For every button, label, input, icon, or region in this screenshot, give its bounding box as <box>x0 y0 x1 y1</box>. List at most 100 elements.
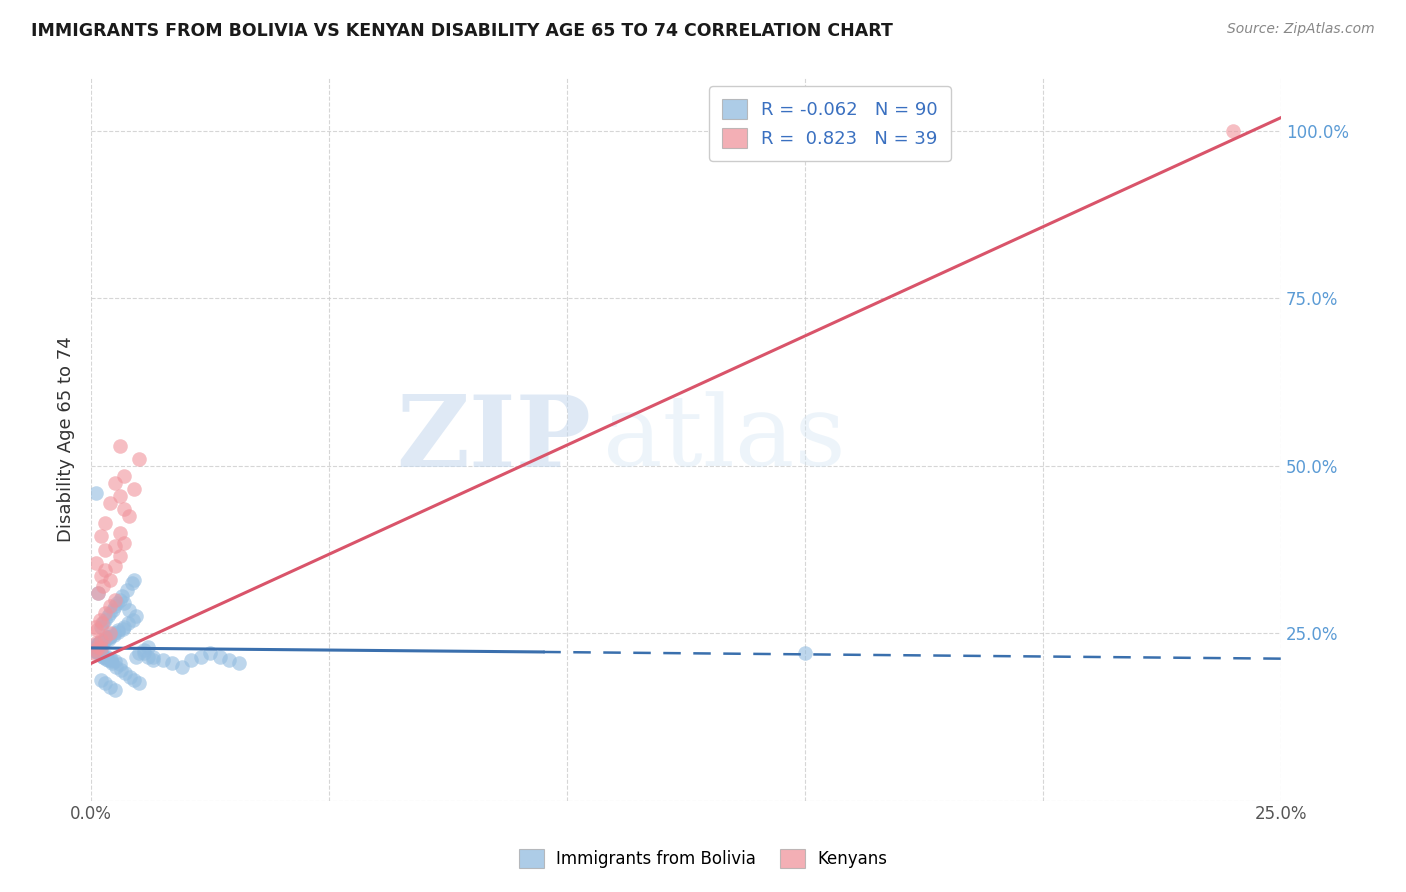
Point <box>94 542 117 557</box>
Point <box>98 680 121 694</box>
Point <box>103 627 125 641</box>
Point <box>84 619 107 633</box>
Point <box>86 643 108 657</box>
Point <box>93 634 115 648</box>
Point <box>122 673 145 687</box>
Point <box>91 616 114 631</box>
Point <box>160 657 183 671</box>
Point <box>108 489 131 503</box>
Point <box>89 635 111 649</box>
Point <box>111 590 134 604</box>
Point <box>104 659 127 673</box>
Point <box>97 630 120 644</box>
Point <box>82 640 104 655</box>
Point <box>110 663 132 677</box>
Point <box>97 630 120 644</box>
Point <box>125 609 148 624</box>
Point <box>90 616 112 631</box>
Point <box>180 653 202 667</box>
Point <box>108 657 131 671</box>
Point <box>87 646 110 660</box>
Point <box>94 606 117 620</box>
Point <box>104 539 127 553</box>
Point <box>132 643 155 657</box>
Point <box>101 603 124 617</box>
Point <box>82 643 104 657</box>
Point <box>94 632 117 647</box>
Point <box>117 616 139 631</box>
Point <box>90 673 112 687</box>
Point <box>86 645 108 659</box>
Point <box>107 624 129 639</box>
Point <box>84 636 107 650</box>
Point <box>86 623 108 637</box>
Point <box>114 536 136 550</box>
Point <box>794 646 817 660</box>
Point <box>107 623 129 637</box>
Point <box>125 649 148 664</box>
Point <box>91 579 114 593</box>
Point <box>98 626 121 640</box>
Point <box>90 619 112 633</box>
Point <box>98 606 121 620</box>
Legend: Immigrants from Bolivia, Kenyans: Immigrants from Bolivia, Kenyans <box>512 843 894 875</box>
Point <box>84 485 107 500</box>
Point <box>90 646 112 660</box>
Point <box>122 482 145 496</box>
Point <box>1222 124 1244 138</box>
Point <box>96 651 118 665</box>
Point <box>112 619 135 633</box>
Point <box>118 509 141 524</box>
Point <box>87 637 110 651</box>
Point <box>94 648 117 663</box>
Point <box>208 649 231 664</box>
Point <box>90 648 112 662</box>
Text: Source: ZipAtlas.com: Source: ZipAtlas.com <box>1227 22 1375 37</box>
Point <box>91 650 114 665</box>
Point <box>83 638 105 652</box>
Point <box>87 586 110 600</box>
Point <box>218 653 240 667</box>
Point <box>114 502 136 516</box>
Point <box>104 683 127 698</box>
Point <box>94 516 117 530</box>
Text: ZIP: ZIP <box>396 391 591 488</box>
Point <box>105 596 128 610</box>
Point <box>114 596 136 610</box>
Point <box>114 666 136 681</box>
Point <box>94 563 117 577</box>
Point <box>108 439 131 453</box>
Point <box>84 556 107 570</box>
Point <box>87 635 110 649</box>
Point <box>98 632 121 646</box>
Point <box>98 599 121 614</box>
Point <box>94 630 117 644</box>
Point <box>198 646 221 660</box>
Point <box>87 586 110 600</box>
Point <box>108 525 131 540</box>
Point <box>128 452 150 467</box>
Point <box>100 651 122 665</box>
Point <box>98 630 121 644</box>
Point <box>128 646 150 660</box>
Point <box>83 642 105 657</box>
Point <box>90 529 112 543</box>
Point <box>142 649 165 664</box>
Point <box>90 640 112 655</box>
Point <box>90 636 112 650</box>
Point <box>98 573 121 587</box>
Point <box>228 657 250 671</box>
Point <box>91 649 114 664</box>
Point <box>136 640 159 654</box>
Point <box>120 670 142 684</box>
Point <box>94 676 117 690</box>
Point <box>128 676 150 690</box>
Point <box>97 653 120 667</box>
Point <box>94 613 117 627</box>
Point <box>83 646 105 660</box>
Point <box>104 559 127 574</box>
Point <box>121 576 143 591</box>
Point <box>190 649 212 664</box>
Point <box>108 592 131 607</box>
Point <box>104 592 127 607</box>
